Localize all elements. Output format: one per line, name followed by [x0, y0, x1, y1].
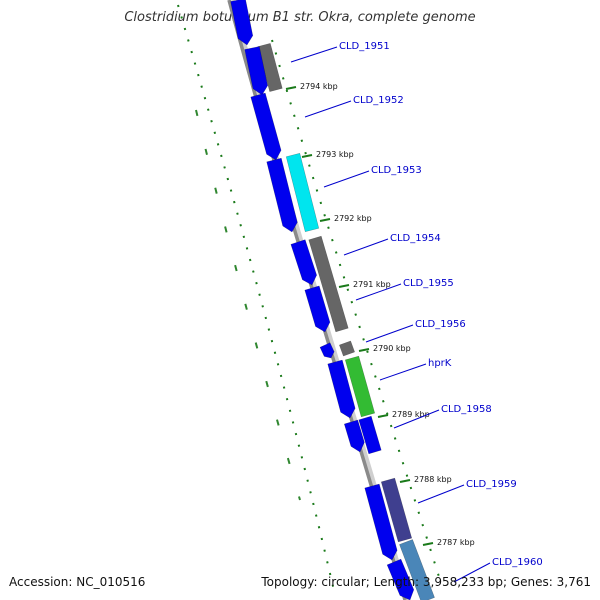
gene-leader-line	[343, 238, 389, 256]
feature-c[interactable]	[266, 157, 298, 233]
gene-label-cld-1960[interactable]: CLD_1960	[492, 557, 543, 568]
gene-label-layer: CLD_1951 CLD_1952 CLD_1953 CLD_1954 CLD_1955…	[290, 41, 543, 583]
kbp-tick-label: 2793 kbp	[316, 150, 354, 159]
gene-label-cld-1955[interactable]: CLD_1955	[403, 278, 454, 289]
gene-leader-line	[304, 100, 352, 118]
feature-i[interactable]	[343, 419, 365, 453]
feature-cld-1959[interactable]	[380, 477, 413, 543]
feature-cld-1953[interactable]	[285, 152, 320, 233]
kbp-tick-label: 2790 kbp	[373, 344, 411, 353]
feature-j[interactable]	[364, 483, 398, 561]
gene-leader-line	[365, 324, 414, 343]
feature-a[interactable]	[244, 46, 268, 96]
topology-text: Topology: circular; Length: 3,958,233 bp…	[261, 575, 591, 589]
gc-skew-track	[195, 109, 301, 501]
kbp-tick-label: 2787 kbp	[437, 538, 475, 547]
kbp-tick-label: 2794 kbp	[300, 82, 338, 91]
kbp-tick-label: 2791 kbp	[353, 280, 391, 289]
gene-leader-line	[453, 562, 491, 583]
kbp-tick-mark	[285, 86, 297, 90]
feature-cld-1955[interactable]	[308, 235, 349, 333]
kbp-tick-layer: 2794 kbp 2793 kbp 2792 kbp 2791 kbp 2790 kbp…	[285, 82, 475, 547]
outer-tick-track	[271, 39, 441, 581]
feature-top[interactable]	[230, 0, 254, 46]
feature-cld-1960[interactable]	[399, 539, 435, 600]
kbp-tick-mark	[338, 284, 350, 288]
kbp-tick-mark	[422, 542, 434, 546]
feature-f[interactable]	[319, 342, 335, 359]
kbp-tick-label: 2789 kbp	[392, 410, 430, 419]
kbp-tick-mark	[319, 218, 331, 222]
feature-b[interactable]	[250, 92, 282, 161]
gc-content-track	[177, 4, 336, 596]
feature-cld-1956[interactable]	[339, 340, 355, 357]
gene-label-cld-1956[interactable]: CLD_1956	[415, 319, 466, 330]
gene-label-hprk[interactable]: hprK	[428, 358, 452, 369]
kbp-tick-mark	[399, 479, 411, 483]
feature-k[interactable]	[386, 558, 415, 600]
kbp-tick-label: 2788 kbp	[414, 475, 452, 484]
feature-e[interactable]	[304, 285, 331, 333]
map-title: Clostridium botulinum B1 str. Okra, comp…	[124, 10, 476, 25]
gene-leader-line	[379, 363, 427, 381]
kbp-tick-label: 2792 kbp	[334, 214, 372, 223]
kbp-tick-mark	[358, 348, 370, 352]
gene-leader-line	[355, 283, 402, 301]
gene-leader-line	[323, 170, 370, 188]
gene-label-cld-1954[interactable]: CLD_1954	[390, 233, 441, 244]
gene-label-cld-1953[interactable]: CLD_1953	[371, 165, 422, 176]
feature-g[interactable]	[327, 359, 356, 419]
kbp-tick-mark	[301, 154, 313, 158]
gene-leader-line	[417, 484, 465, 504]
gene-leader-line	[290, 46, 338, 63]
kbp-tick-mark	[377, 414, 389, 418]
feature-layer	[230, 0, 435, 600]
feature-h[interactable]	[358, 415, 382, 455]
accession-text: Accession: NC_010516	[9, 575, 146, 589]
gene-label-cld-1951[interactable]: CLD_1951	[339, 41, 390, 52]
feature-d[interactable]	[290, 239, 317, 286]
gene-label-cld-1959[interactable]: CLD_1959	[466, 479, 517, 490]
gene-label-cld-1958[interactable]: CLD_1958	[441, 404, 492, 415]
gene-leader-line	[393, 409, 440, 429]
gene-label-cld-1952[interactable]: CLD_1952	[353, 95, 404, 106]
feature-hprk[interactable]	[344, 355, 376, 418]
